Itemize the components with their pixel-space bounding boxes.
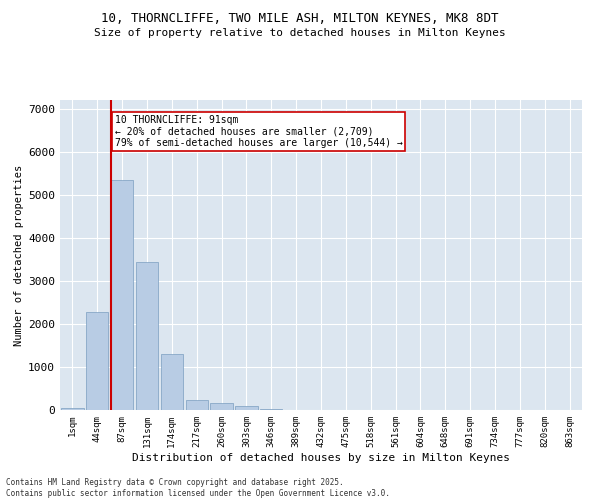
Bar [211, 404, 233, 410]
Bar [185, 400, 208, 410]
Bar [235, 406, 257, 410]
Bar [260, 409, 283, 410]
X-axis label: Distribution of detached houses by size in Milton Keynes: Distribution of detached houses by size … [132, 452, 510, 462]
Bar [161, 354, 183, 410]
Text: Size of property relative to detached houses in Milton Keynes: Size of property relative to detached ho… [94, 28, 506, 38]
Bar [136, 262, 158, 410]
Bar [86, 312, 109, 410]
Text: Contains HM Land Registry data © Crown copyright and database right 2025.
Contai: Contains HM Land Registry data © Crown c… [6, 478, 390, 498]
Y-axis label: Number of detached properties: Number of detached properties [14, 164, 24, 346]
Bar [61, 408, 83, 410]
Text: 10 THORNCLIFFE: 91sqm
← 20% of detached houses are smaller (2,709)
79% of semi-d: 10 THORNCLIFFE: 91sqm ← 20% of detached … [115, 115, 403, 148]
Text: 10, THORNCLIFFE, TWO MILE ASH, MILTON KEYNES, MK8 8DT: 10, THORNCLIFFE, TWO MILE ASH, MILTON KE… [101, 12, 499, 26]
Bar [111, 180, 133, 410]
